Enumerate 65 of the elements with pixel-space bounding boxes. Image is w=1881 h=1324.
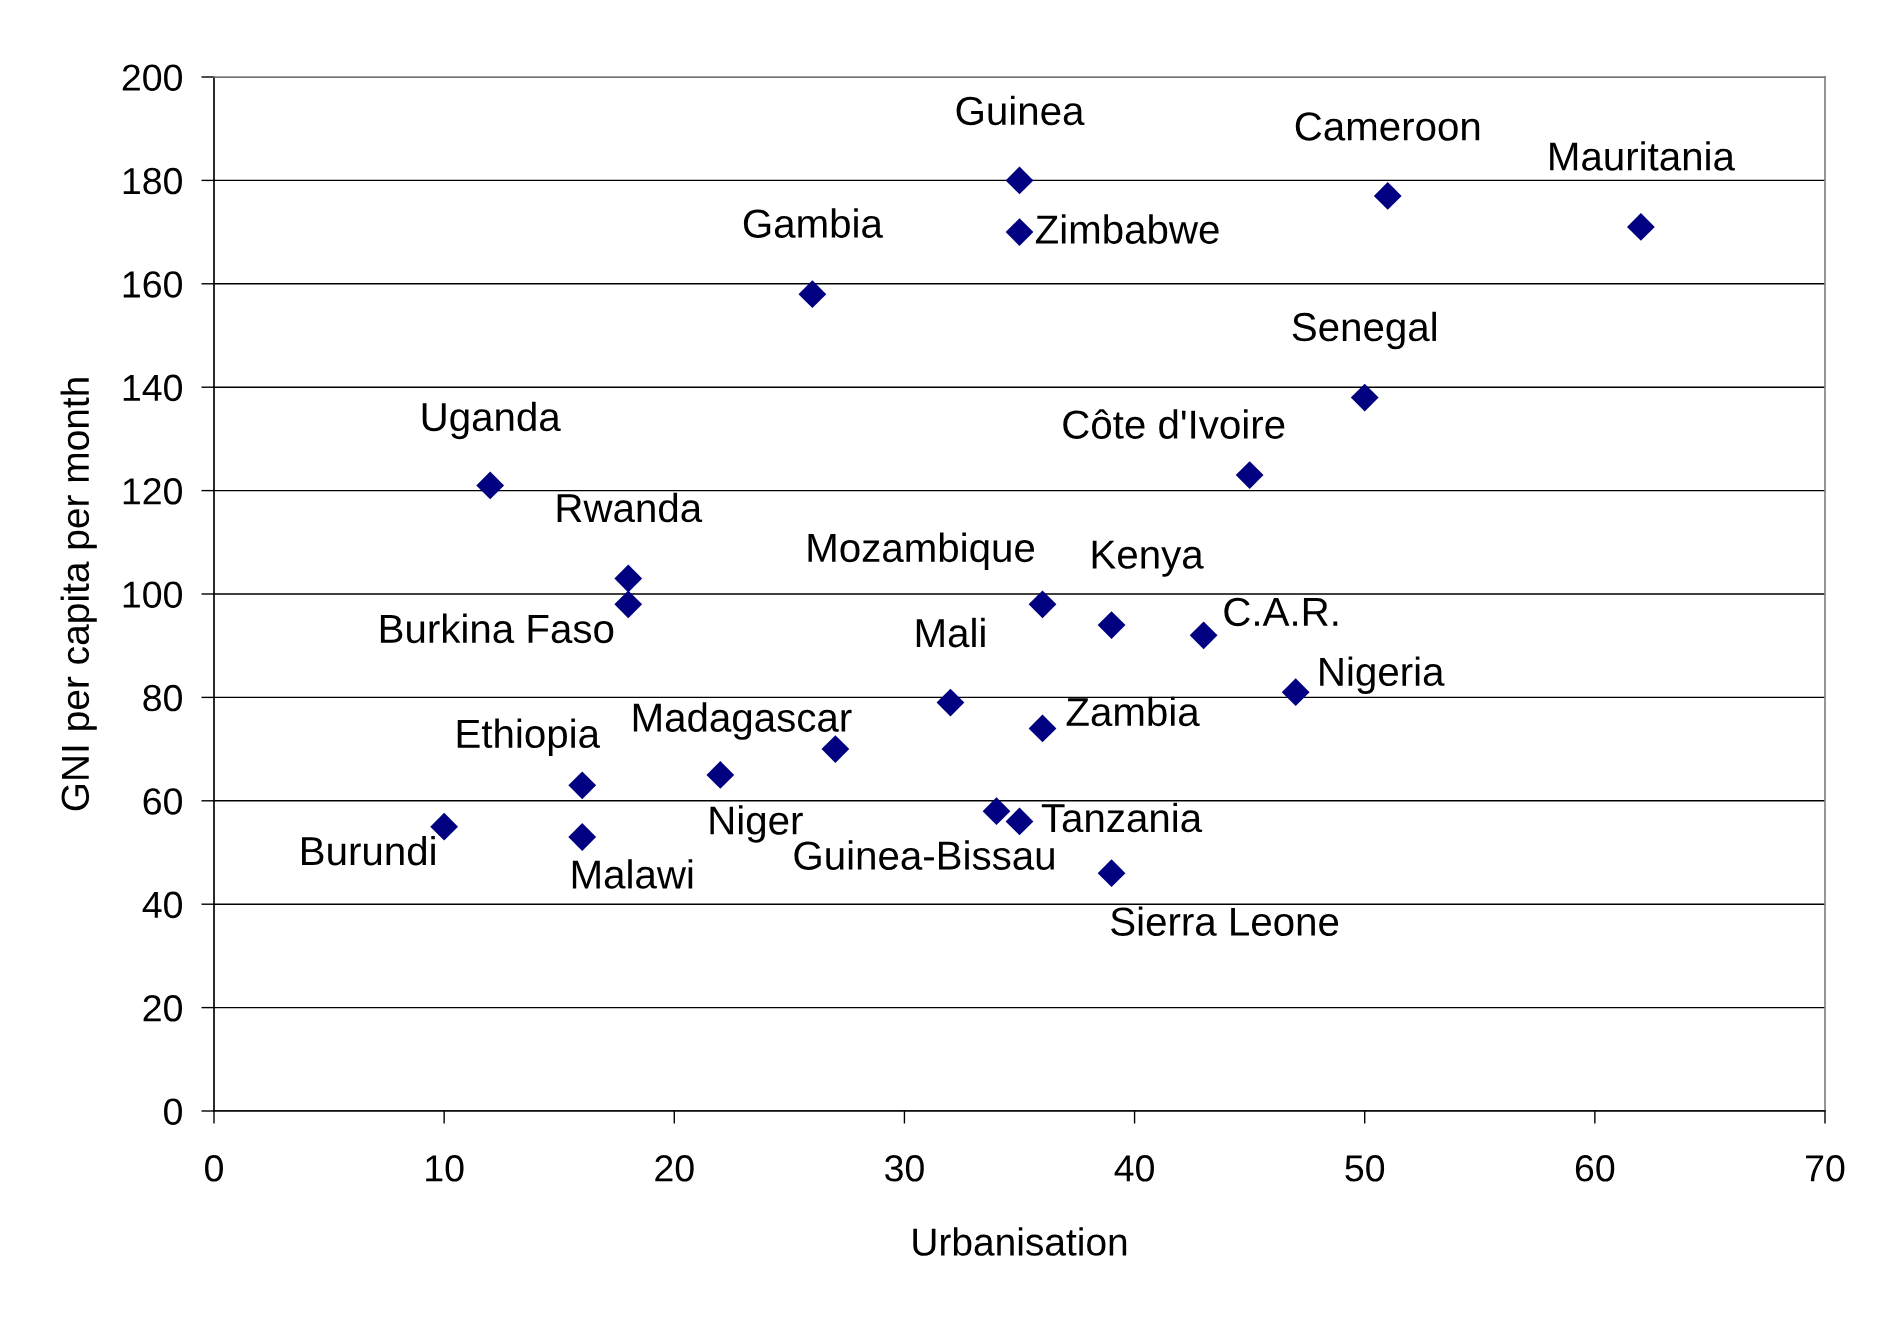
point bbox=[614, 564, 643, 593]
annotation: Uganda bbox=[422, 401, 561, 440]
annotation: Mali bbox=[916, 617, 985, 648]
x-tick-label: 60 bbox=[1575, 1155, 1615, 1182]
annotation: Côte d'Ivoire bbox=[1063, 409, 1285, 439]
annotation: Ethiopia bbox=[457, 718, 601, 757]
y-axis-title: GNI per capita per month bbox=[60, 378, 97, 811]
x-tick-label: 0 bbox=[205, 1155, 223, 1182]
point bbox=[1028, 590, 1057, 619]
y-tick-label: 60 bbox=[143, 788, 182, 815]
x-tick-label: 10 bbox=[426, 1155, 464, 1182]
point bbox=[1028, 714, 1057, 743]
y-tick-label: 20 bbox=[143, 995, 182, 1022]
point bbox=[1097, 859, 1126, 888]
annotation: Rwanda bbox=[557, 492, 703, 523]
point bbox=[1005, 218, 1034, 246]
point bbox=[1097, 611, 1126, 639]
point bbox=[1373, 182, 1402, 210]
annotation: Kenya bbox=[1092, 540, 1204, 577]
annotation: Guinea bbox=[956, 95, 1085, 126]
x-tick-label: 20 bbox=[655, 1155, 694, 1182]
annotation: Senegal bbox=[1292, 311, 1436, 350]
y-tick-label: 160 bbox=[123, 271, 182, 298]
x-tick-label: 30 bbox=[885, 1155, 924, 1182]
point bbox=[1189, 621, 1218, 650]
point bbox=[614, 590, 643, 619]
point bbox=[706, 761, 735, 789]
annotation: Burkina Faso bbox=[380, 613, 614, 644]
annotation: Tanzania bbox=[1041, 802, 1203, 833]
annotation: C.A.R. bbox=[1224, 597, 1338, 627]
point bbox=[1005, 166, 1034, 195]
point bbox=[476, 471, 505, 500]
point bbox=[1235, 461, 1264, 489]
point bbox=[568, 771, 597, 800]
x-axis-title: Urbanisation bbox=[913, 1227, 1127, 1256]
y-tick-label: 200 bbox=[122, 64, 182, 91]
annotation: Malawi bbox=[572, 859, 693, 889]
y-tick-label: 120 bbox=[123, 478, 182, 505]
point bbox=[1350, 383, 1379, 412]
point bbox=[982, 797, 1011, 826]
x-tick-label: 70 bbox=[1806, 1155, 1845, 1182]
y-tick-label: 100 bbox=[123, 581, 182, 608]
point bbox=[1005, 807, 1034, 836]
annotation: Mozambique bbox=[808, 532, 1035, 571]
y-tick-label: 180 bbox=[123, 167, 182, 195]
point bbox=[1627, 213, 1655, 241]
x-tick-label: 50 bbox=[1345, 1155, 1385, 1182]
point bbox=[568, 823, 597, 851]
point bbox=[1281, 678, 1310, 707]
x-tick-label: 40 bbox=[1114, 1155, 1154, 1182]
annotation: Cameroon bbox=[1295, 112, 1480, 141]
annotation: Zambia bbox=[1066, 696, 1200, 727]
annotation: Sierra Leone bbox=[1111, 906, 1339, 936]
y-tick-label: 40 bbox=[142, 891, 182, 919]
y-tick-label: 0 bbox=[164, 1098, 182, 1125]
point bbox=[798, 280, 827, 309]
annotation: Mauritania bbox=[1550, 141, 1735, 171]
y-tick-label: 140 bbox=[123, 374, 182, 402]
annotation: Nigeria bbox=[1320, 656, 1445, 694]
annotation: Burundi bbox=[302, 835, 435, 866]
y-tick-label: 80 bbox=[143, 684, 182, 712]
point bbox=[936, 688, 965, 717]
annotation: Madagascar bbox=[633, 702, 852, 740]
annotation: Gambia bbox=[743, 208, 883, 238]
annotation: Zimbabwe bbox=[1035, 214, 1219, 244]
